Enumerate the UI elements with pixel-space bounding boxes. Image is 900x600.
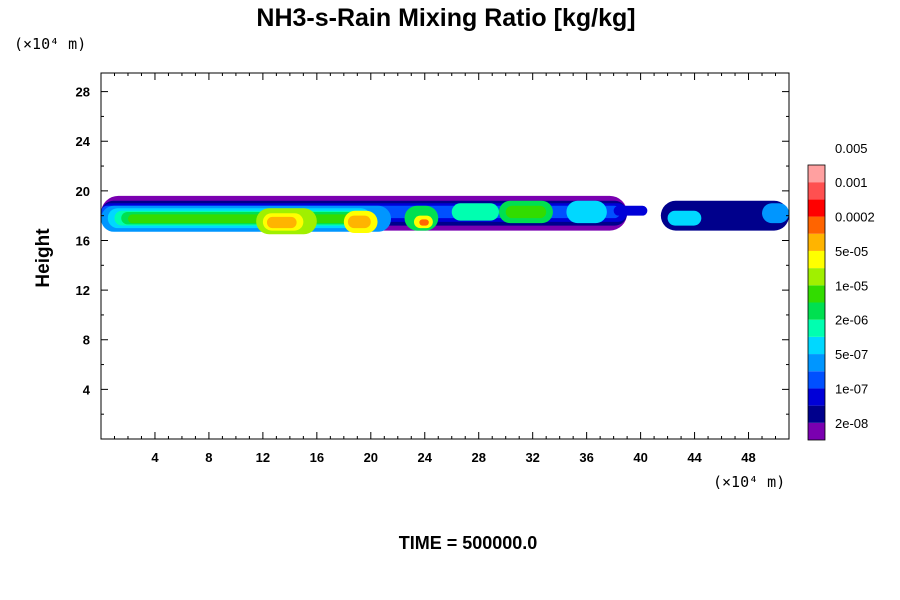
x-tick-label: 4 — [151, 450, 159, 465]
contour-region — [266, 216, 297, 229]
x-tick-label: 12 — [256, 450, 270, 465]
colorbar-label: 1e-07 — [835, 381, 868, 396]
x-tick-label: 20 — [364, 450, 378, 465]
y-tick-label: 8 — [83, 333, 90, 348]
colorbar-swatch — [808, 422, 825, 440]
colorbar-swatch — [808, 268, 825, 286]
chart-title: NH3-s-Rain Mixing Ratio [kg/kg] — [256, 4, 635, 32]
colorbar-swatch — [808, 371, 825, 389]
x-tick-label: 32 — [525, 450, 539, 465]
contour-region — [667, 210, 702, 226]
colorbar-swatch — [808, 285, 825, 303]
colorbar-label: 0.0002 — [835, 210, 875, 225]
y-tick-label: 28 — [76, 85, 90, 100]
y-axis-label: Height — [33, 228, 54, 288]
contour-region — [347, 215, 371, 229]
contour-region — [451, 203, 499, 221]
contour-region — [566, 200, 607, 224]
plot-frame — [100, 72, 790, 440]
colorbar-frame — [807, 164, 826, 441]
y-tick-label: 4 — [83, 382, 91, 397]
colorbar-swatch — [808, 405, 825, 423]
x-unit-label: (×10⁴ m) — [713, 473, 785, 491]
contour-region — [505, 205, 547, 219]
y-axis: 4 8 12 16 20 24 28 — [76, 85, 789, 415]
colorbar-swatch — [808, 354, 825, 372]
x-tick-label: 36 — [579, 450, 593, 465]
colorbar-swatch — [808, 336, 825, 355]
colorbar-label: 2e-08 — [835, 416, 868, 431]
colorbar-label: 2e-06 — [835, 313, 868, 328]
contour-regions — [101, 195, 789, 235]
contour-region — [613, 205, 648, 216]
colorbar-swatch — [808, 319, 825, 337]
x-tick-label: 28 — [471, 450, 485, 465]
colorbar-swatch — [808, 388, 825, 406]
colorbar-label: 1e-05 — [835, 278, 868, 293]
colorbar-label: 5e-07 — [835, 347, 868, 362]
contour-region — [762, 203, 789, 224]
y-tick-label: 12 — [76, 283, 90, 298]
colorbar: 2e-08 1e-07 5e-07 2e-06 1e-05 5e-05 0.0002 0.00… — [807, 141, 875, 441]
y-unit-label: (×10⁴ m) — [14, 35, 86, 53]
colorbar-label: 5e-05 — [835, 244, 868, 259]
y-tick-label: 24 — [76, 134, 91, 149]
colorbar-swatch — [808, 182, 825, 200]
x-tick-label: 24 — [418, 450, 433, 465]
colorbar-swatch — [808, 199, 825, 217]
y-tick-label: 20 — [76, 184, 90, 199]
y-tick-label: 16 — [76, 233, 90, 248]
colorbar-swatch — [808, 216, 825, 234]
colorbar-label: 0.001 — [835, 175, 868, 190]
x-tick-label: 44 — [687, 450, 702, 465]
x-tick-label: 8 — [205, 450, 212, 465]
x-tick-label: 48 — [741, 450, 755, 465]
colorbar-swatch — [808, 250, 825, 269]
contour-region — [127, 214, 351, 224]
colorbar-swatch — [808, 233, 825, 251]
time-label: TIME = 500000.0 — [399, 533, 538, 553]
x-axis: 4 8 12 16 20 24 28 32 36 40 44 48 — [113, 73, 777, 465]
colorbar-label: 0.005 — [835, 141, 868, 156]
x-tick-label: 16 — [310, 450, 324, 465]
x-tick-label: 40 — [633, 450, 647, 465]
colorbar-swatch — [808, 302, 825, 320]
contour-region — [419, 219, 429, 226]
plot-area — [100, 72, 790, 440]
colorbar-swatch — [808, 165, 825, 183]
